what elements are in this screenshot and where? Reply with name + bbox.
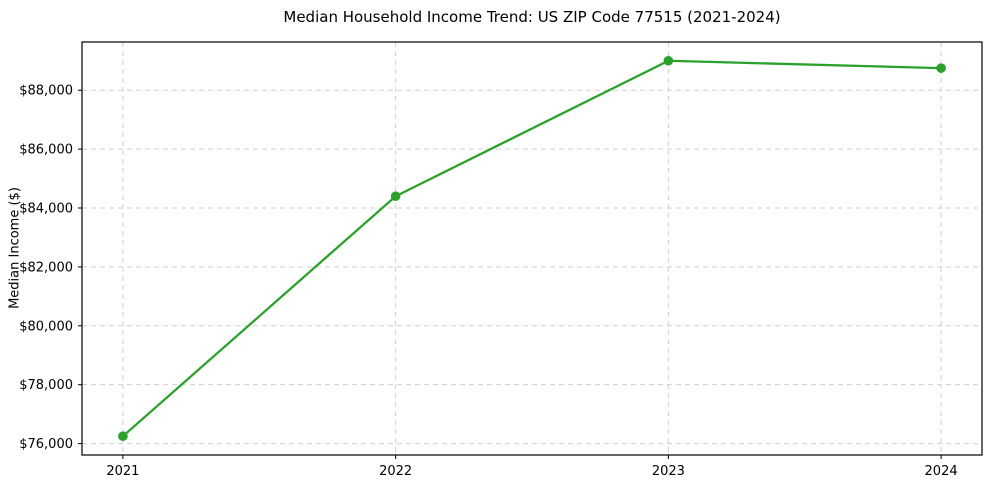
y-tick-label: $88,000 <box>19 84 73 99</box>
data-point-marker <box>936 63 946 73</box>
y-tick-label: $76,000 <box>19 437 73 452</box>
plot-border <box>81 41 983 456</box>
x-tick-label: 2021 <box>106 464 139 479</box>
x-tick-label: 2022 <box>379 464 412 479</box>
chart-title: Median Household Income Trend: US ZIP Co… <box>283 8 781 26</box>
y-tick-label: $82,000 <box>19 260 73 275</box>
y-tick-label: $84,000 <box>19 202 73 217</box>
x-tick-label: 2023 <box>652 464 685 479</box>
trend-line <box>121 59 943 438</box>
data-point-marker <box>390 191 401 202</box>
y-tick-label: $86,000 <box>19 143 73 158</box>
data-point-marker <box>663 55 674 66</box>
y-tick-label: $78,000 <box>19 378 73 393</box>
y-tick-label: $80,000 <box>19 319 73 334</box>
x-tick-label: 2024 <box>925 464 958 479</box>
data-point-marker <box>118 431 128 442</box>
